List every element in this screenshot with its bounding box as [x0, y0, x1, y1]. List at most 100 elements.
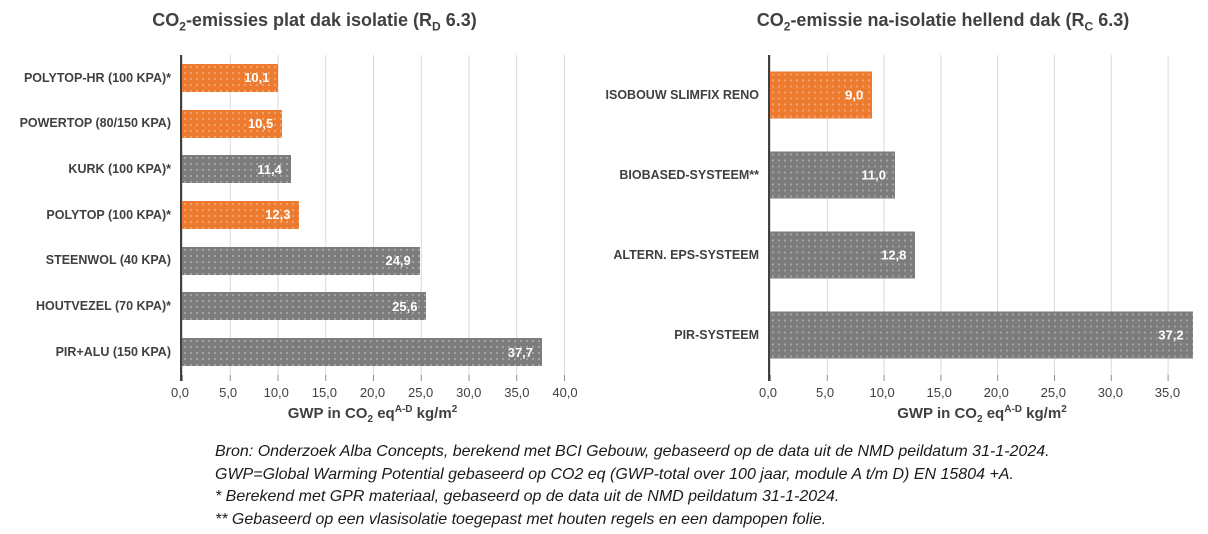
xlabel-superscript: A-D [1004, 404, 1022, 415]
xlabel-text: GWP in CO [287, 404, 368, 422]
title-subscript: C [1084, 19, 1094, 34]
x-axis-title: GWP in CO2 eqA-D kg/m2 [768, 404, 1196, 425]
chart-row: KURK (100 KPA)* 11,4 [8, 146, 565, 193]
footnote-asterisk: * Berekend met GPR materiaal, gebaseerd … [215, 488, 840, 505]
tick-label: 10,0 [869, 385, 895, 400]
tick-label: 5,0 [219, 384, 238, 400]
chart-flat-roof: CO2-emissies plat dak isolatie (RD 6.3) … [8, 0, 578, 425]
chart-row: ALTERN. EPS-SYSTEEM 12,8 [590, 215, 1196, 295]
xlabel-subscript: 2 [367, 413, 374, 425]
xlabel-superscript: 2 [451, 403, 458, 415]
bar: 10,1 [182, 63, 279, 92]
bar: 11,4 [182, 155, 291, 184]
bar-track: 11,4 [180, 146, 565, 193]
tick-label: 25,0 [407, 384, 434, 400]
value-label: 10,1 [244, 70, 270, 86]
xlabel-text: GWP in CO [897, 405, 977, 422]
tick-label: 5,0 [816, 385, 835, 400]
tick-label: 15,0 [926, 385, 952, 400]
chart-row: ISOBOUW SLIMFIX RENO 9,0 [590, 55, 1196, 135]
tick-label: 25,0 [1040, 385, 1066, 400]
title-text: CO [152, 10, 180, 30]
category-label: POLYTOP-HR (100 KPA)* [23, 70, 171, 85]
bar-track: 37,7 [180, 329, 565, 375]
chart-row: STEENWOL (40 KPA) 24,9 [8, 237, 565, 284]
title-subscript: 2 [783, 19, 791, 34]
tick-labels-row: 0,0 5,0 10,0 15,0 20,0 25,0 30,0 35,0 40,0 [8, 381, 578, 401]
axis-line-row [8, 374, 565, 381]
bar-track: 10,1 [180, 55, 565, 101]
axis-spacer [8, 401, 180, 425]
tick-label: 15,0 [311, 384, 338, 400]
bar-track: 24,9 [180, 237, 565, 284]
tick-label: 40,0 [552, 384, 578, 400]
value-label: 25,6 [392, 298, 418, 314]
chart-row: HOUTVEZEL (70 KPA)* 25,6 [8, 283, 565, 330]
bar: 10,5 [182, 109, 283, 138]
bar-track: 10,5 [180, 100, 565, 147]
category-label: KURK (100 KPA)* [68, 162, 171, 177]
bar: 12,8 [770, 231, 916, 279]
category-label: PIR-SYSTEEM [674, 327, 759, 342]
category-label: STEENWOL (40 KPA) [45, 253, 171, 268]
bar: 12,3 [182, 200, 300, 229]
category-label: HOUTVEZEL (70 KPA)* [36, 299, 171, 314]
value-label: 12,8 [881, 247, 907, 263]
axis-spacer [8, 381, 180, 401]
tick-labels-row: 0,0 5,0 10,0 15,0 20,0 25,0 30,0 35,0 [590, 381, 1196, 401]
bar-track: 12,3 [180, 192, 565, 238]
chart-title-right: CO2-emissie na-isolatie hellend dak (RC … [640, 10, 1208, 34]
bar: 25,6 [182, 292, 427, 321]
bar-track: 11,0 [768, 135, 1196, 215]
chart-row: POWERTOP (80/150 KPA) 10,5 [8, 100, 565, 147]
xlabel-text: kg/m [1022, 405, 1062, 422]
x-axis-title: GWP in CO2 eqA-D kg/m2 [180, 404, 565, 425]
footnotes: Bron: Onderzoek Alba Concepts, berekend … [215, 441, 1050, 531]
bar: 24,9 [182, 246, 420, 275]
footnote-source: Bron: Onderzoek Alba Concepts, berekend … [215, 443, 1050, 460]
tick-labels: 0,0 5,0 10,0 15,0 20,0 25,0 30,0 35,0 40,0 [171, 381, 578, 401]
footnote-double-asterisk: ** Gebaseerd op een vlasisolatie toegepa… [215, 510, 827, 528]
bar: 37,7 [182, 338, 543, 367]
category-label: ALTERN. EPS-SYSTEEM [613, 247, 759, 262]
value-label: 11,4 [257, 161, 282, 177]
tick-label: 20,0 [359, 384, 386, 400]
xlabel-text: eq [982, 405, 1005, 422]
plot-area-left: POLYTOP-HR (100 KPA)* 10,1 POWERTOP (80/15… [8, 55, 565, 375]
value-label: 37,7 [507, 344, 534, 360]
value-label: 11,0 [861, 167, 886, 183]
bar-track: 12,8 [768, 215, 1196, 295]
title-text: -emissies plat dak isolatie (R [185, 10, 433, 30]
xlabel-superscript: 2 [1061, 404, 1067, 415]
value-label: 9,0 [845, 87, 864, 103]
bar-track: 9,0 [768, 55, 1196, 135]
plot-area-right: ISOBOUW SLIMFIX RENO 9,0 BIOBASED-SYSTEEM*… [590, 55, 1196, 375]
chart-row: BIOBASED-SYSTEEM** 11,0 [590, 135, 1196, 215]
tick-label: 20,0 [983, 385, 1009, 400]
tick-label: 35,0 [504, 384, 530, 400]
tick-label: 10,0 [263, 384, 289, 400]
title-text: 6.3) [440, 10, 477, 30]
category-label: ISOBOUW SLIMFIX RENO [605, 87, 759, 102]
tick-label: 30,0 [1097, 385, 1124, 400]
xlabel-text: kg/m [412, 404, 452, 422]
xlabel-subscript: 2 [976, 414, 983, 425]
category-label: PIR+ALU (150 KPA) [55, 344, 171, 359]
category-label: POLYTOP (100 KPA)* [46, 207, 171, 222]
bar: 11,0 [770, 151, 895, 199]
tick-marks [768, 375, 1196, 381]
value-label: 37,2 [1158, 327, 1184, 343]
axis-spacer [590, 381, 768, 401]
x-axis-title-row: GWP in CO2 eqA-D kg/m2 [590, 401, 1196, 425]
bar-track: 25,6 [180, 283, 565, 330]
category-label: POWERTOP (80/150 KPA) [19, 116, 171, 131]
bar: 9,0 [770, 71, 873, 119]
tick-label: 0,0 [758, 385, 778, 400]
axis-line-row [590, 375, 1196, 381]
tick-marks [180, 374, 565, 381]
title-text: 6.3) [1093, 10, 1130, 30]
value-label: 24,9 [385, 253, 411, 269]
footnote-gwp-definition: GWP=Global Warming Potential gebaseerd o… [215, 465, 1014, 483]
category-label: BIOBASED-SYSTEEM** [619, 167, 759, 182]
